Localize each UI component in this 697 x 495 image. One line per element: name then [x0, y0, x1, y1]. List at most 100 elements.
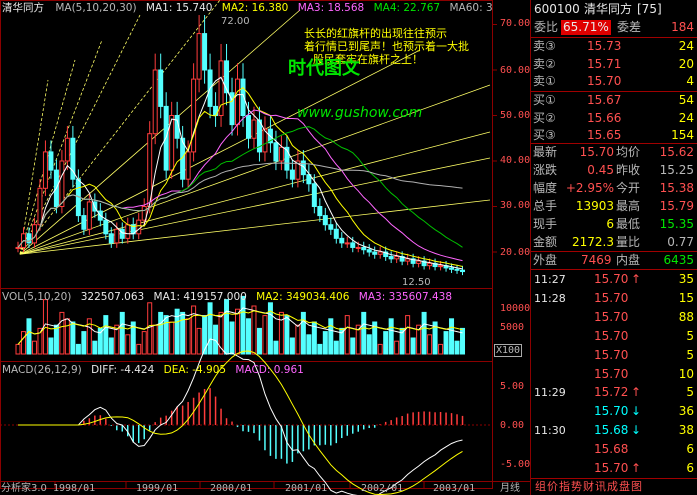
vol-title: VOL(5,10,20) [2, 291, 72, 303]
volume-bar [344, 315, 350, 355]
tick-arrow-icon: ↓ [631, 404, 642, 419]
candle-body [427, 262, 433, 267]
volume-bar [59, 311, 65, 355]
bid-row: 买② 15.66 24 [531, 110, 697, 127]
volume-bar [15, 343, 21, 355]
candle-body [410, 258, 416, 264]
ask-volume: 24 [678, 39, 694, 53]
volume-bar [196, 327, 202, 355]
volume-bar [48, 337, 54, 355]
stat-value: 15.35 [659, 217, 694, 231]
ma60-line [17, 162, 463, 248]
tick-price: 15.70 [594, 347, 629, 362]
separator-5 [531, 269, 697, 270]
chart-frame [0, 0, 493, 489]
candle-body [284, 146, 290, 171]
volume-bar [191, 305, 197, 355]
tick-price: 15.70 [594, 461, 629, 475]
candle-body [449, 267, 455, 270]
volume-bar [114, 324, 120, 355]
annotation-line2: 着行情已到尾声！也预示着一大批 [304, 40, 469, 53]
candle-body [262, 128, 268, 153]
tick-row: 11:29 15.72 ↑ 5 [531, 384, 697, 401]
tick-arrow-icon: ↑ [631, 385, 642, 400]
price-axis-40: 40.00 [500, 155, 531, 166]
stat-value: 0.45 [587, 163, 614, 177]
price-axis-70: 70.00 [500, 18, 531, 29]
candle-body [103, 219, 109, 235]
date-2002: 2002/01 [361, 483, 404, 494]
ma2-value: MA2: 16.380 [221, 2, 289, 14]
candle-body [339, 237, 345, 244]
weicha-label: 委差 [617, 20, 642, 34]
volume-bar [229, 321, 235, 355]
tick-row: 15.68 6 [531, 441, 697, 458]
volume-bar [37, 327, 43, 355]
volume-bar [174, 308, 180, 355]
volume-bar [26, 318, 32, 355]
stat-value: 15.79 [659, 199, 694, 213]
candle-body [432, 262, 438, 268]
vol-axis-top: 10000 [500, 303, 531, 314]
quote-panel: 600100 清华同方 [75] 委比 65.71% 委差 184 [531, 0, 697, 495]
weibi-label: 委比 [534, 20, 559, 34]
tick-volume: 10 [678, 366, 694, 381]
tick-row: 15.70 88 [531, 309, 697, 326]
candle-body [278, 146, 284, 162]
price-axis-60: 60.00 [500, 65, 531, 76]
bottom-tabs[interactable]: 组价指势财讯成盘图 [535, 480, 643, 493]
macd-title: MACD(26,12,9) [2, 364, 82, 376]
price-axis-30: 30.00 [500, 200, 531, 211]
tick-price: 15.70 [594, 309, 629, 324]
bid-label: 买① [533, 93, 556, 107]
volume-bar [240, 295, 246, 355]
tick-arrow-icon: ↑ [631, 461, 642, 475]
tick-row: 15.70 5 [531, 328, 697, 345]
volume-bar [108, 337, 114, 355]
neipan-value: 6435 [663, 253, 694, 267]
candle-body [147, 133, 153, 207]
stat-row: 总手 13903 最高 15.79 [531, 198, 697, 215]
tick-time: 11:29 [534, 386, 566, 400]
volume-bar [438, 343, 444, 355]
stat-label: 金额 [533, 235, 558, 249]
volume-bar [81, 331, 87, 355]
candle-body [355, 246, 361, 249]
ma-params: MA(5,10,20,30) [55, 2, 137, 14]
candle-body [256, 119, 262, 153]
candle-body [438, 265, 444, 268]
website-url: www.gushow.com [297, 105, 423, 121]
stat-value: +2.95% [565, 181, 614, 195]
tick-time: 11:28 [534, 291, 566, 305]
volume-bar [251, 305, 257, 355]
tick-row: 15.70 ↑ 6 [531, 460, 697, 477]
ma2-line [17, 87, 463, 267]
tick-volume: 6 [686, 461, 694, 475]
vol-ma3: MA3: 335607.438 [358, 291, 453, 303]
tick-row: 15.70 5 [531, 347, 697, 364]
tick-volume: 5 [686, 385, 694, 400]
candle-body [125, 224, 131, 239]
stat-value: 6 [606, 217, 614, 231]
tick-volume: 15 [678, 290, 694, 305]
volume-bar [328, 318, 334, 355]
bid-label: 买② [533, 110, 556, 125]
candle-body [48, 151, 54, 171]
separator-6 [531, 478, 697, 479]
stat-label: 涨跌 [533, 163, 558, 177]
separator-3 [531, 143, 697, 144]
quote-header: 600100 清华同方 [75] [531, 1, 697, 18]
bid-price: 15.65 [587, 128, 622, 142]
volume-bar [70, 321, 76, 355]
volume-bar [141, 331, 147, 355]
ma4-value: MA4: 22.767 [373, 2, 441, 14]
candle-body [59, 160, 65, 207]
volume-bar [377, 343, 383, 355]
volume-bar [432, 321, 438, 355]
candle-body [454, 268, 460, 271]
period-label[interactable]: 月线 [500, 483, 520, 494]
candle-body [240, 78, 246, 116]
candle-body [196, 33, 202, 80]
volume-bar [262, 315, 268, 355]
